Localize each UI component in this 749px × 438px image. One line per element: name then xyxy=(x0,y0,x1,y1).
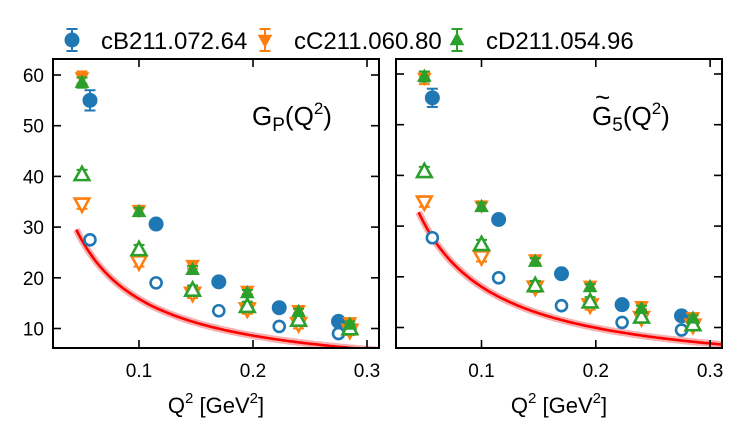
x-axis-label: Q2 [GeV2] xyxy=(168,390,264,418)
filled-circle-marker xyxy=(614,297,630,313)
open-circle-marker xyxy=(554,298,569,313)
axes-frame xyxy=(52,58,380,349)
y-tick-label: 30 xyxy=(23,218,44,239)
open-triangle-up-marker xyxy=(525,275,545,293)
fit-band xyxy=(415,210,722,348)
filled-circle-marker xyxy=(148,216,164,232)
x-tick-label: 0.1 xyxy=(468,361,494,382)
series-cB211.072.64 xyxy=(82,89,346,341)
open-triangle-down-marker xyxy=(129,255,149,273)
tilde-accent: ~ xyxy=(595,82,610,112)
legend-label: cB211.072.64 xyxy=(101,28,247,55)
plot-area xyxy=(72,70,379,348)
open-circle-marker xyxy=(212,303,226,318)
open-circle-marker xyxy=(149,276,163,290)
open-triangle-down-marker xyxy=(414,195,434,213)
filled-triangle-up-marker xyxy=(239,284,255,299)
filled-triangle-up-marker xyxy=(582,278,598,293)
filled-triangle-up-marker xyxy=(634,300,649,314)
filled-circle-marker xyxy=(424,90,440,106)
panel-label: GP(Q2) xyxy=(252,99,332,136)
open-circle-marker xyxy=(491,271,506,285)
open-circle-marker xyxy=(615,315,629,330)
filled-triangle-up-marker xyxy=(291,303,306,318)
series-cB211.072.64 xyxy=(424,87,690,337)
legend-label: cD211.054.96 xyxy=(486,28,634,55)
filled-circle-marker xyxy=(491,212,507,228)
series-cD211.054.96 xyxy=(72,74,360,336)
open-triangle-down-marker xyxy=(471,249,492,268)
open-triangle-up-marker xyxy=(289,309,309,327)
filled-triangle-up-marker xyxy=(685,310,701,324)
panel-gp: 0.1 0.2 0.3 10 20 30 40 50 60 GP(Q2) Q2 [GeV2] xyxy=(23,58,380,418)
open-triangle-up-marker xyxy=(237,295,257,314)
axes-frame xyxy=(395,58,723,349)
filled-triangle-up-marker xyxy=(185,261,200,275)
legend-item-cC211.060.80: cC211.060.80 xyxy=(257,28,442,55)
legend: cB211.072.64 cC211.060.80 cD211.054.96 xyxy=(64,28,634,55)
open-triangle-up-marker xyxy=(129,239,149,257)
y-tick-label: 40 xyxy=(23,167,44,188)
y-tick-label: 20 xyxy=(23,269,44,290)
panel-g5-tilde: 0.1 0.2 0.3 G5(Q2)~ Q2 [GeV2] xyxy=(395,58,723,418)
open-circle-marker xyxy=(425,230,440,245)
y-tick-label: 10 xyxy=(23,320,44,341)
fit-curve xyxy=(75,229,368,348)
open-triangle-up-marker xyxy=(414,161,434,179)
open-triangle-up-marker xyxy=(631,306,652,324)
panel-label: G5(Q2) xyxy=(592,99,670,136)
filled-triangle-up-marker xyxy=(527,253,543,267)
x-tick-label: 0.2 xyxy=(583,361,609,382)
x-axis-label: Q2 [GeV2] xyxy=(511,390,607,418)
open-circle-marker xyxy=(272,319,287,334)
legend-item-cB211.072.64: cB211.072.64 xyxy=(64,28,247,55)
legend-label: cC211.060.80 xyxy=(294,28,442,55)
open-triangle-up-marker xyxy=(471,234,492,252)
filled-circle-marker xyxy=(82,92,98,108)
y-tick-label: 60 xyxy=(23,66,44,87)
open-triangle-up-marker xyxy=(580,291,600,309)
open-triangle-up-marker xyxy=(72,164,92,182)
open-triangle-down-marker xyxy=(72,197,92,215)
x-tick-label: 0.1 xyxy=(126,361,152,382)
x-tick-label: 0.3 xyxy=(697,361,723,382)
y-tick-label: 50 xyxy=(23,117,44,138)
filled-triangle-up-marker xyxy=(342,316,358,330)
legend-circle-icon xyxy=(64,32,80,48)
x-tick-label: 0.3 xyxy=(354,361,380,382)
plot-area xyxy=(414,68,722,348)
filled-circle-marker xyxy=(271,300,287,316)
legend-item-cD211.054.96: cD211.054.96 xyxy=(449,28,634,55)
filled-triangle-up-marker xyxy=(74,74,90,88)
series-cD211.054.96 xyxy=(414,68,703,332)
legend-triangle-up-icon xyxy=(449,31,465,46)
open-circle-marker xyxy=(83,232,97,247)
filled-triangle-up-marker xyxy=(131,203,147,218)
fit-curve xyxy=(417,211,722,346)
filled-triangle-up-marker xyxy=(474,198,489,213)
filled-triangle-up-marker xyxy=(417,68,432,82)
legend-triangle-down-icon xyxy=(257,34,273,49)
filled-circle-marker xyxy=(554,266,570,282)
x-tick-label: 0.2 xyxy=(240,361,266,382)
filled-circle-marker xyxy=(211,274,227,290)
open-triangle-up-marker xyxy=(183,279,203,298)
